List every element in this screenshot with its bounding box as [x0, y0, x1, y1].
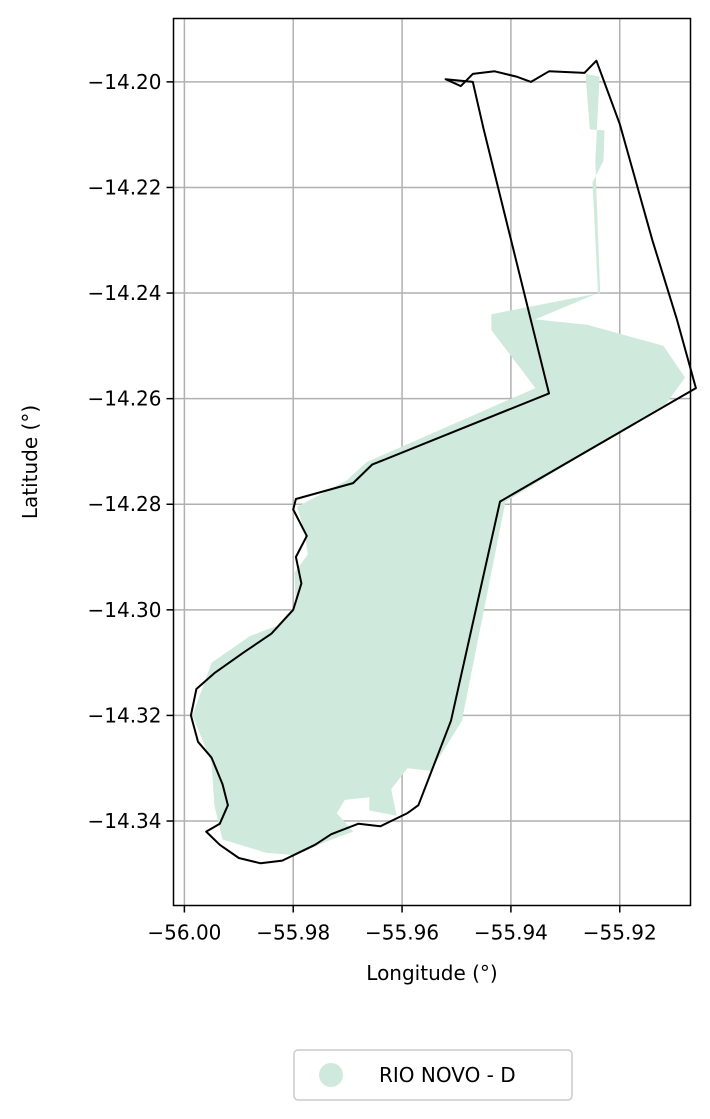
x-tick-label-2: −55.96	[365, 921, 439, 945]
x-tick-label-1: −55.98	[256, 921, 330, 945]
y-tick-label-1: −14.22	[87, 175, 161, 199]
x-axis-ticks: −56.00 −55.98 −55.96 −55.94 −55.92	[147, 905, 657, 945]
y-tick-label-7: −14.34	[87, 809, 161, 833]
y-axis-ticks: −14.20 −14.22 −14.24 −14.26 −14.28 −14.30 −14.…	[87, 70, 174, 833]
y-tick-label-0: −14.20	[87, 70, 161, 94]
y-axis-label: Latitude (°)	[18, 405, 42, 519]
plot-frame	[172, 17, 692, 907]
x-tick-label-3: −55.94	[474, 921, 548, 945]
x-tick-label-0: −56.00	[147, 921, 221, 945]
boundary-layer	[189, 59, 697, 865]
y-tick-label-2: −14.24	[87, 281, 161, 305]
y-tick-label-5: −14.30	[87, 598, 161, 622]
legend-marker	[319, 1063, 343, 1087]
y-tick-label-4: −14.28	[87, 492, 161, 516]
legend-entry-label: RIO NOVO - D	[379, 1063, 516, 1087]
y-tick-label-3: −14.26	[87, 387, 161, 411]
legend: RIO NOVO - D	[293, 1049, 573, 1101]
region-layer	[192, 73, 686, 856]
legend-box	[293, 1049, 573, 1101]
y-tick-label-6: −14.32	[87, 703, 161, 727]
region-fill-rio-novo-d	[192, 73, 686, 856]
region-boundary-outline	[189, 59, 697, 865]
x-axis-label: Longitude (°)	[366, 961, 497, 985]
x-tick-label-4: −55.92	[583, 921, 657, 945]
